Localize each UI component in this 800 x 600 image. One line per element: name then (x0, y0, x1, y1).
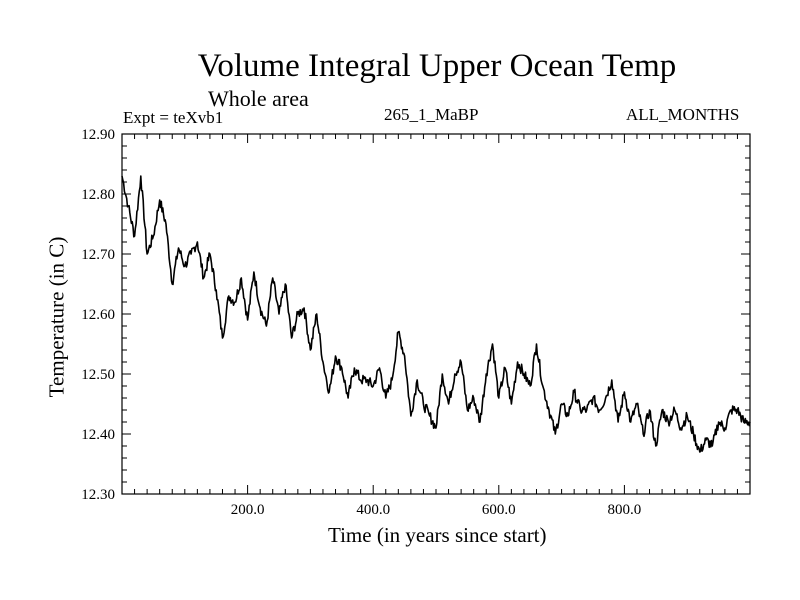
x-tick-label: 800.0 (608, 502, 642, 518)
y-tick-label: 12.40 (81, 427, 115, 443)
chart-title: Volume Integral Upper Ocean Temp (197, 48, 677, 84)
chart-subtitle: Whole area (208, 86, 309, 111)
y-tick-label: 12.30 (81, 487, 115, 503)
y-tick-label: 12.70 (81, 247, 115, 263)
y-tick-label: 12.50 (81, 367, 115, 383)
axis-ticks (122, 134, 750, 494)
y-tick-label: 12.80 (81, 187, 115, 203)
x-axis-label: Time (in years since start) (328, 523, 547, 547)
months-annotation: ALL_MONTHS (626, 105, 740, 124)
x-tick-label: 400.0 (356, 502, 390, 518)
run-annotation: 265_1_MaBP (384, 105, 479, 124)
x-tick-label: 600.0 (482, 502, 516, 518)
y-tick-label: 12.60 (81, 307, 115, 323)
y-tick-label: 12.90 (81, 127, 115, 143)
series-line (121, 175, 751, 453)
experiment-annotation: Expt = teXvb1 (123, 108, 224, 127)
axis-tick-labels: 200.0 400.0 600.0 800.0 12.30 12.40 12.50 12.60… (81, 127, 641, 518)
x-tick-label: 200.0 (231, 502, 265, 518)
